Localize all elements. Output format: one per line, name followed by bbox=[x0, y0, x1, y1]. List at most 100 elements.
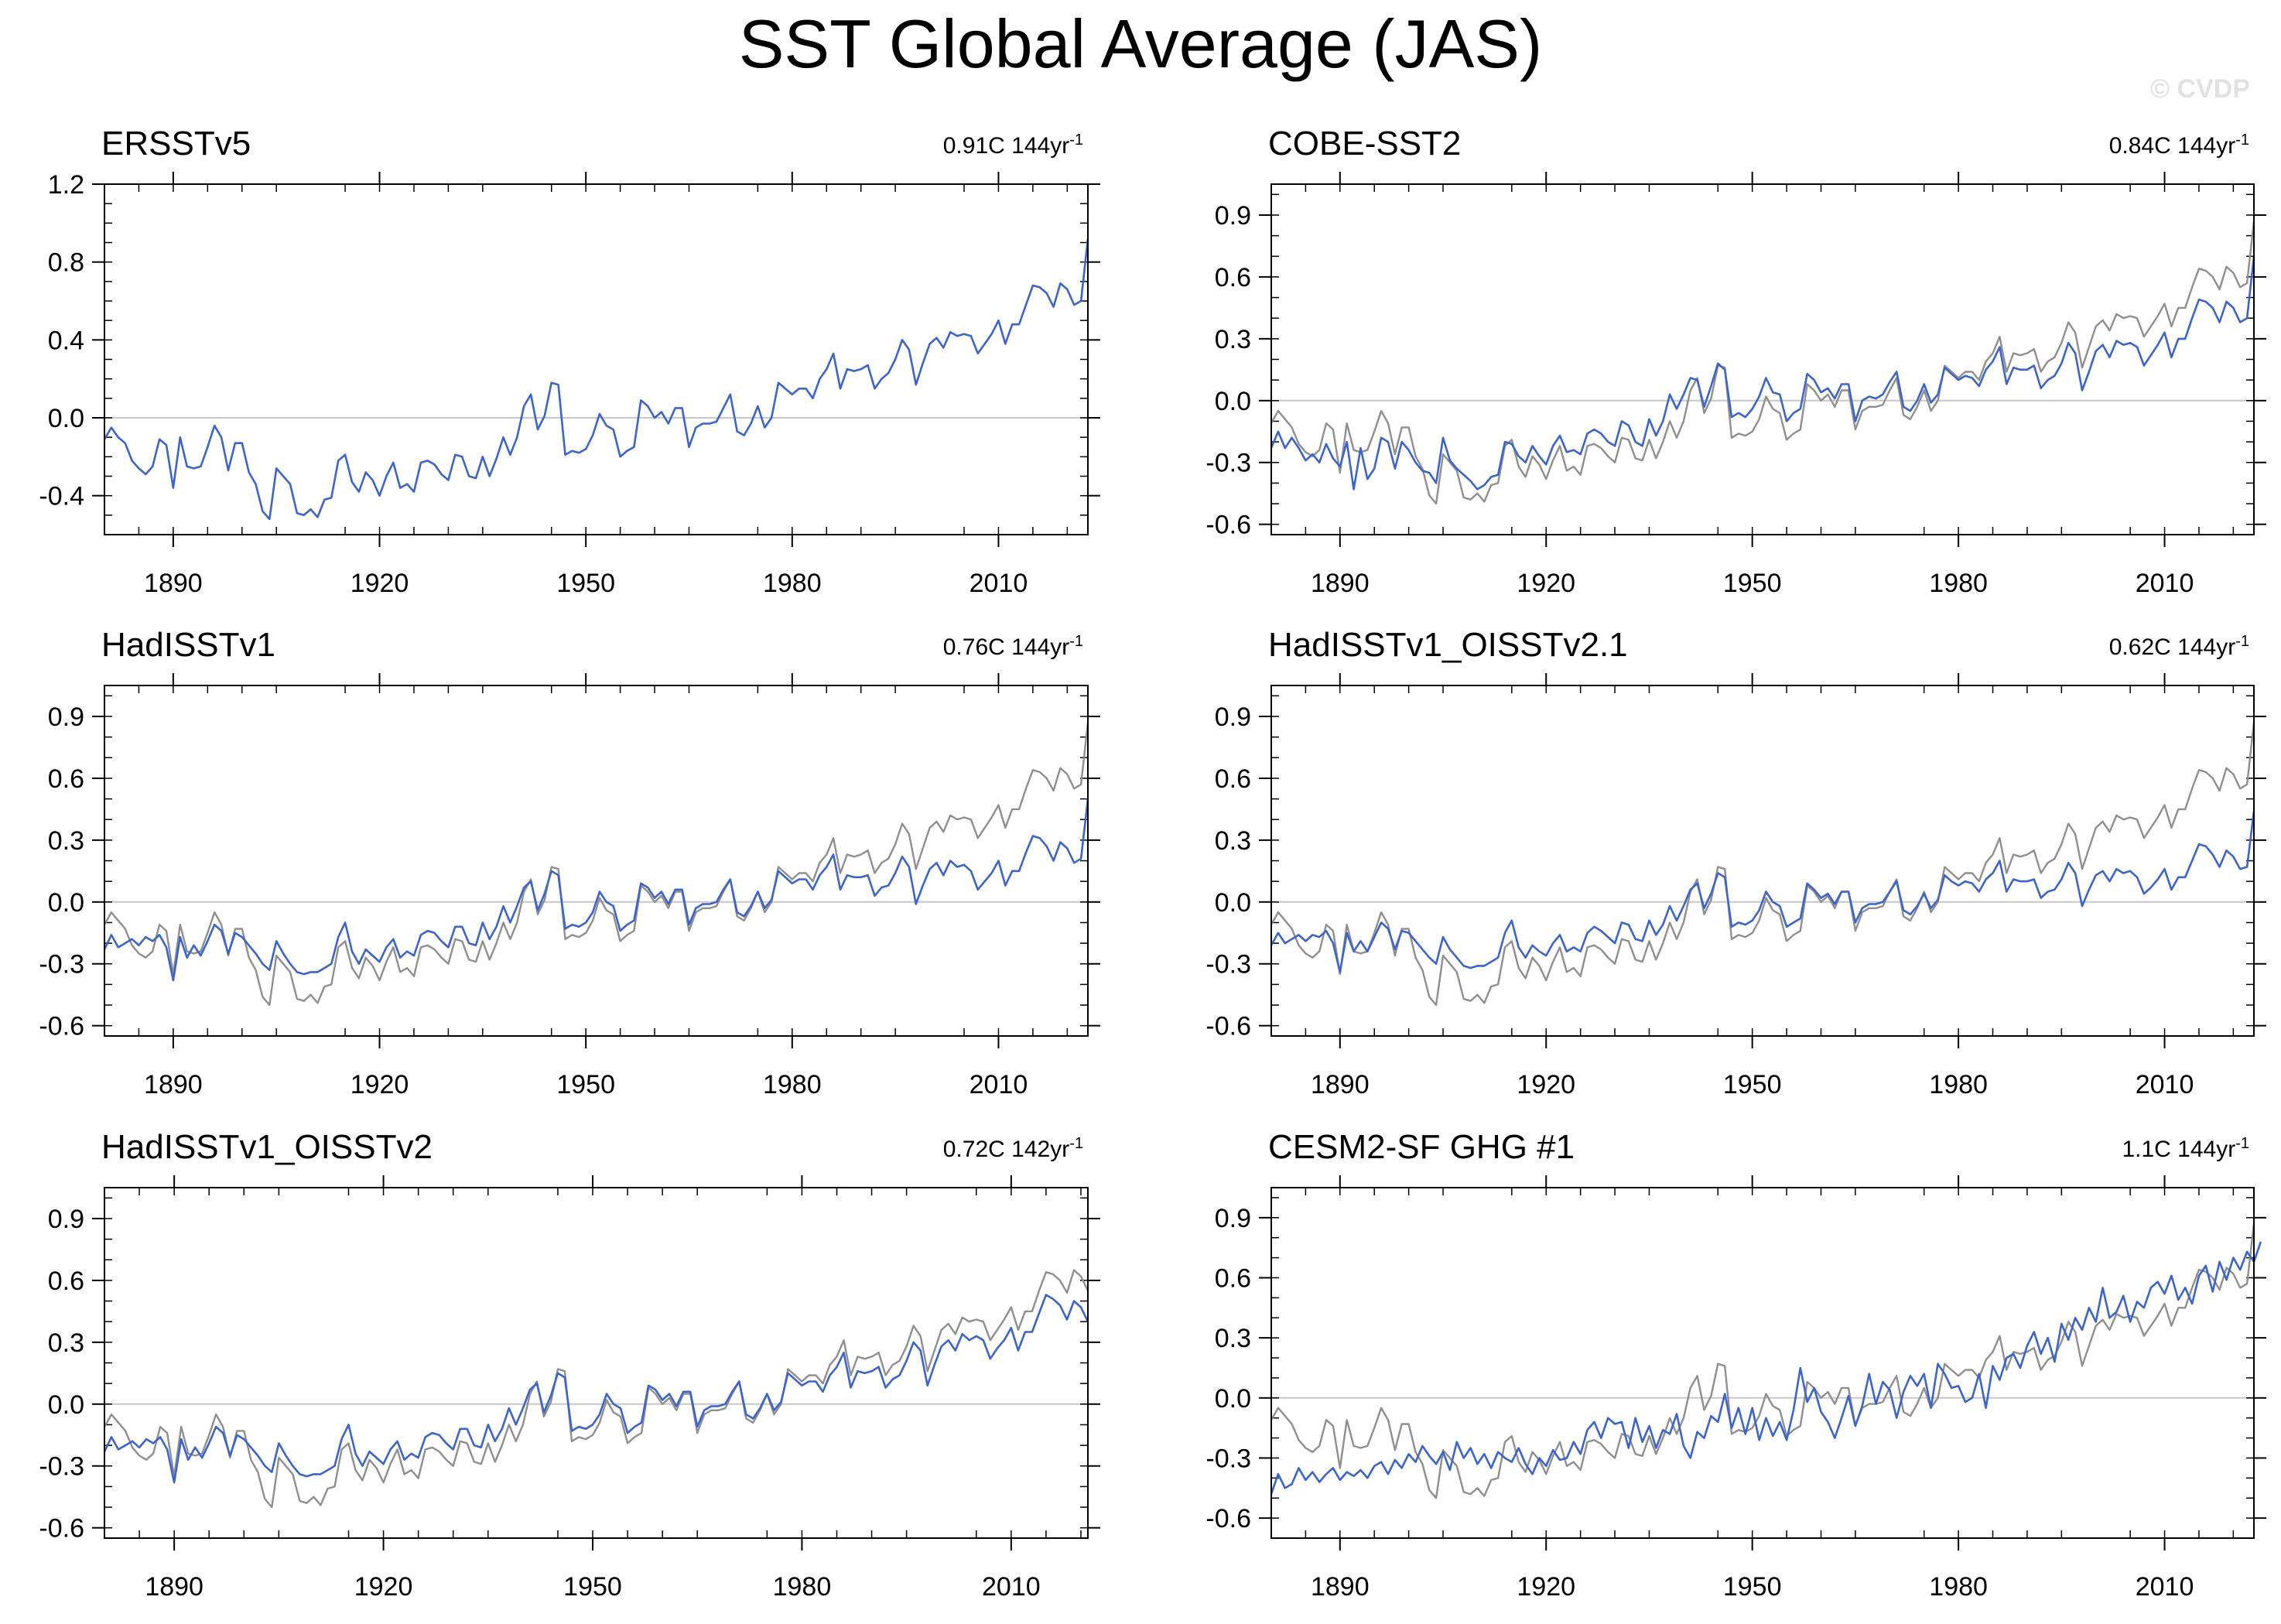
x-tick-label: 1890 bbox=[1311, 1572, 1370, 1602]
x-tick-label: 1950 bbox=[1723, 1572, 1782, 1602]
trend-exponent: -1 bbox=[1069, 1135, 1083, 1152]
x-tick-label: 2010 bbox=[2136, 1572, 2194, 1602]
x-tick-label: 2010 bbox=[970, 1070, 1028, 1099]
y-tick-label: 0.0 bbox=[48, 1390, 84, 1420]
plot-frame bbox=[1270, 183, 2255, 535]
y-tick-label: 0.9 bbox=[48, 1205, 84, 1234]
y-tick-label: 0.9 bbox=[1215, 201, 1251, 231]
y-tick-label: -0.3 bbox=[39, 1452, 84, 1482]
x-tick-label: 1980 bbox=[1929, 569, 1988, 598]
model-series-line bbox=[1270, 811, 2255, 973]
x-tick-label: 1890 bbox=[1311, 569, 1370, 598]
reference-series-line bbox=[103, 722, 1089, 1007]
x-tick-label: 1890 bbox=[145, 1572, 203, 1602]
trend-value: 1.1C bbox=[2122, 1137, 2170, 1162]
y-tick-label: -0.3 bbox=[1205, 1444, 1251, 1473]
y-tick-label: 0.6 bbox=[48, 764, 84, 794]
panel-trend-stat: 0.62C 144yr-1 bbox=[2109, 633, 2249, 660]
plot-frame bbox=[104, 1187, 1089, 1539]
x-tick-label: 1920 bbox=[1517, 1070, 1575, 1099]
y-tick-label: -0.4 bbox=[39, 482, 84, 511]
y-tick-label: -0.6 bbox=[1205, 1012, 1251, 1041]
trend-years: 142yr bbox=[1005, 1137, 1069, 1162]
y-tick-label: -0.6 bbox=[1205, 511, 1251, 540]
panel-trend-stat: 0.72C 142yr-1 bbox=[943, 1135, 1083, 1162]
panel-trend-stat: 0.84C 144yr-1 bbox=[2109, 132, 2249, 159]
panel-title: HadISSTv1_OISSTv2 bbox=[101, 1128, 433, 1166]
x-tick-label: 1980 bbox=[763, 569, 822, 598]
y-tick-label: 0.0 bbox=[48, 404, 84, 433]
model-series-line bbox=[103, 1294, 1089, 1484]
trend-value: 0.76C bbox=[943, 634, 1005, 660]
trend-exponent: -1 bbox=[1069, 633, 1083, 650]
x-tick-label: 2010 bbox=[2136, 1070, 2194, 1099]
panel-title: CESM2-SF GHG #1 bbox=[1268, 1128, 1575, 1166]
trend-years: 144yr bbox=[1005, 634, 1069, 660]
reference-series-line bbox=[1270, 221, 2255, 505]
x-tick-label: 2010 bbox=[982, 1572, 1041, 1602]
y-tick-label: 0.9 bbox=[1215, 1204, 1251, 1233]
panel-trend-stat: 1.1C 144yr-1 bbox=[2122, 1135, 2249, 1162]
y-tick-label: -0.3 bbox=[39, 950, 84, 980]
panel-title: ERSSTv5 bbox=[101, 125, 251, 162]
trend-years: 144yr bbox=[2171, 133, 2235, 159]
x-tick-label: 1920 bbox=[354, 1572, 413, 1602]
x-tick-label: 1950 bbox=[556, 569, 615, 598]
panel-5: HadISSTv1_OISSTv2 0.72C 142yr-1 0.9 0.6 0.3 0… bbox=[39, 1128, 1100, 1602]
trend-value: 0.91C bbox=[943, 133, 1005, 159]
trend-exponent: -1 bbox=[2235, 633, 2249, 650]
model-series-line bbox=[103, 798, 1089, 982]
y-tick-label: 0.8 bbox=[48, 248, 84, 278]
panel-title: HadISSTv1 bbox=[101, 626, 275, 664]
y-tick-label: 0.3 bbox=[1215, 1324, 1251, 1353]
trend-exponent: -1 bbox=[1069, 132, 1083, 149]
y-tick-label: 0.9 bbox=[1215, 703, 1251, 732]
y-tick-label: 0.6 bbox=[1215, 764, 1251, 794]
trend-value: 0.84C bbox=[2109, 133, 2171, 159]
trend-exponent: -1 bbox=[2235, 1135, 2249, 1152]
x-tick-label: 1890 bbox=[1311, 1070, 1370, 1099]
y-tick-label: -0.6 bbox=[39, 1012, 84, 1041]
reference-series-line bbox=[103, 1269, 1089, 1509]
y-tick-label: 1.2 bbox=[48, 170, 84, 200]
x-tick-label: 1890 bbox=[144, 1070, 203, 1099]
x-tick-label: 1950 bbox=[563, 1572, 622, 1602]
x-tick-label: 1920 bbox=[1517, 1572, 1575, 1602]
y-tick-label: 0.6 bbox=[48, 1267, 84, 1296]
y-tick-label: 0.9 bbox=[48, 703, 84, 732]
panel-2: COBE-SST2 0.84C 144yr-1 0.9 0.6 0.3 0.0 -0.3 -0… bbox=[1205, 125, 2266, 598]
panel-3: HadISSTv1 0.76C 144yr-1 0.9 0.6 0.3 0.0 -0.3 -0… bbox=[39, 626, 1100, 1099]
x-tick-label: 1980 bbox=[773, 1572, 832, 1602]
y-tick-label: 0.0 bbox=[48, 888, 84, 918]
y-tick-label: 0.3 bbox=[1215, 826, 1251, 856]
reference-series-line bbox=[1270, 722, 2255, 1007]
plot-frame bbox=[1270, 685, 2255, 1037]
y-tick-label: 0.6 bbox=[1215, 1263, 1251, 1293]
y-tick-label: 0.0 bbox=[1215, 1384, 1251, 1414]
y-tick-label: 0.3 bbox=[48, 1328, 84, 1358]
model-series-line bbox=[103, 238, 1089, 521]
trend-years: 144yr bbox=[2171, 1137, 2235, 1162]
panel-title: HadISSTv1_OISSTv2.1 bbox=[1268, 626, 1628, 664]
x-tick-label: 1950 bbox=[556, 1070, 615, 1099]
x-tick-label: 1890 bbox=[144, 569, 203, 598]
panel-trend-stat: 0.76C 144yr-1 bbox=[943, 633, 1083, 660]
x-tick-label: 1980 bbox=[1929, 1572, 1988, 1602]
y-tick-label: 0.6 bbox=[1215, 263, 1251, 292]
plot-frame bbox=[1270, 1187, 2255, 1539]
x-tick-label: 2010 bbox=[970, 569, 1028, 598]
x-tick-label: 1920 bbox=[351, 569, 409, 598]
trend-value: 0.62C bbox=[2109, 634, 2171, 660]
y-tick-label: 0.0 bbox=[1215, 387, 1251, 416]
x-tick-label: 1950 bbox=[1723, 569, 1782, 598]
x-tick-label: 1920 bbox=[1517, 569, 1575, 598]
plot-frame bbox=[104, 183, 1089, 535]
x-tick-label: 1950 bbox=[1723, 1070, 1782, 1099]
y-tick-label: 0.3 bbox=[48, 826, 84, 856]
panel-6: CESM2-SF GHG #1 1.1C 144yr-1 0.9 0.6 0.3 0.0 -… bbox=[1205, 1128, 2266, 1602]
panel-title: COBE-SST2 bbox=[1268, 125, 1461, 162]
x-tick-label: 2010 bbox=[2136, 569, 2194, 598]
panel-1: ERSSTv5 0.91C 144yr-1 1.2 0.8 0.4 0.0 -0.4 1890… bbox=[39, 125, 1100, 598]
